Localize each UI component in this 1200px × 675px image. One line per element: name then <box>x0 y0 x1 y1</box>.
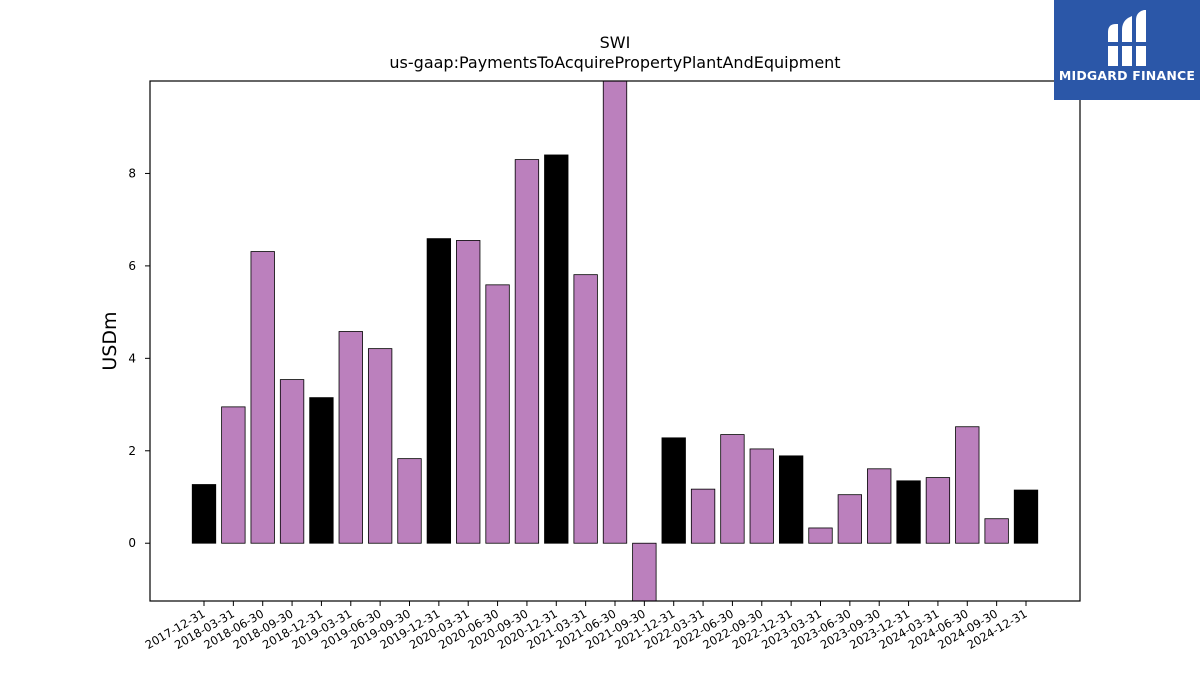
y-tick-label: 4 <box>128 351 136 365</box>
bar-2024-03-31 <box>925 477 951 544</box>
midgard-m-icon <box>1108 10 1146 66</box>
bar-2022-06-30 <box>720 434 745 544</box>
y-axis-ticks: 0 2 4 6 8 <box>128 166 150 550</box>
y-axis-label: USDm <box>99 311 121 370</box>
bar-2020-06-30 <box>485 284 510 544</box>
bars-group <box>191 80 1039 602</box>
bar-2018-06-30 <box>250 251 275 544</box>
plot-frame <box>149 80 1081 602</box>
bar-2021-03-31 <box>573 274 598 544</box>
bar-2023-12-31 <box>896 480 921 544</box>
bar-2019-03-31 <box>338 331 363 544</box>
bar-2023-09-30 <box>867 468 892 544</box>
y-tick-label: 6 <box>128 259 136 273</box>
x-axis-ticks: 2017-12-312018-03-312018-06-302018-09-30… <box>143 601 1029 652</box>
bar-2023-06-30 <box>837 494 862 544</box>
logo-text: MIDGARD FINANCE <box>1058 68 1196 83</box>
bar-2019-12-31 <box>426 238 452 544</box>
chart-title: SWI <box>600 33 631 52</box>
bar-2020-03-31 <box>456 240 481 544</box>
bar-2020-09-30 <box>514 159 540 544</box>
bar-2022-12-31 <box>778 455 804 544</box>
bar-2022-09-30 <box>749 448 774 544</box>
bar-2020-12-31 <box>544 154 569 544</box>
bar-2017-12-31 <box>191 484 217 544</box>
bar-2021-06-30 <box>602 80 628 544</box>
bar-2019-09-30 <box>397 458 422 544</box>
bar-2024-12-31 <box>1013 489 1039 544</box>
bar-2021-09-30 <box>632 542 657 602</box>
bar-2018-09-30 <box>279 379 305 544</box>
bar-2022-03-31 <box>690 488 716 544</box>
chart-subtitle: us-gaap:PaymentsToAcquirePropertyPlantAn… <box>389 53 840 72</box>
bar-2023-03-31 <box>808 527 833 544</box>
bar-2021-12-31 <box>661 437 686 544</box>
y-tick-label: 8 <box>128 166 136 180</box>
y-tick-label: 0 <box>128 536 136 550</box>
bar-2018-12-31 <box>309 397 334 544</box>
bar-2024-09-30 <box>984 518 1009 544</box>
bar-2018-03-31 <box>221 406 246 544</box>
bar-2019-06-30 <box>367 348 393 544</box>
y-tick-label: 2 <box>128 444 136 458</box>
midgard-finance-logo: MIDGARD FINANCE <box>1054 0 1200 100</box>
bar-2024-06-30 <box>955 426 980 544</box>
